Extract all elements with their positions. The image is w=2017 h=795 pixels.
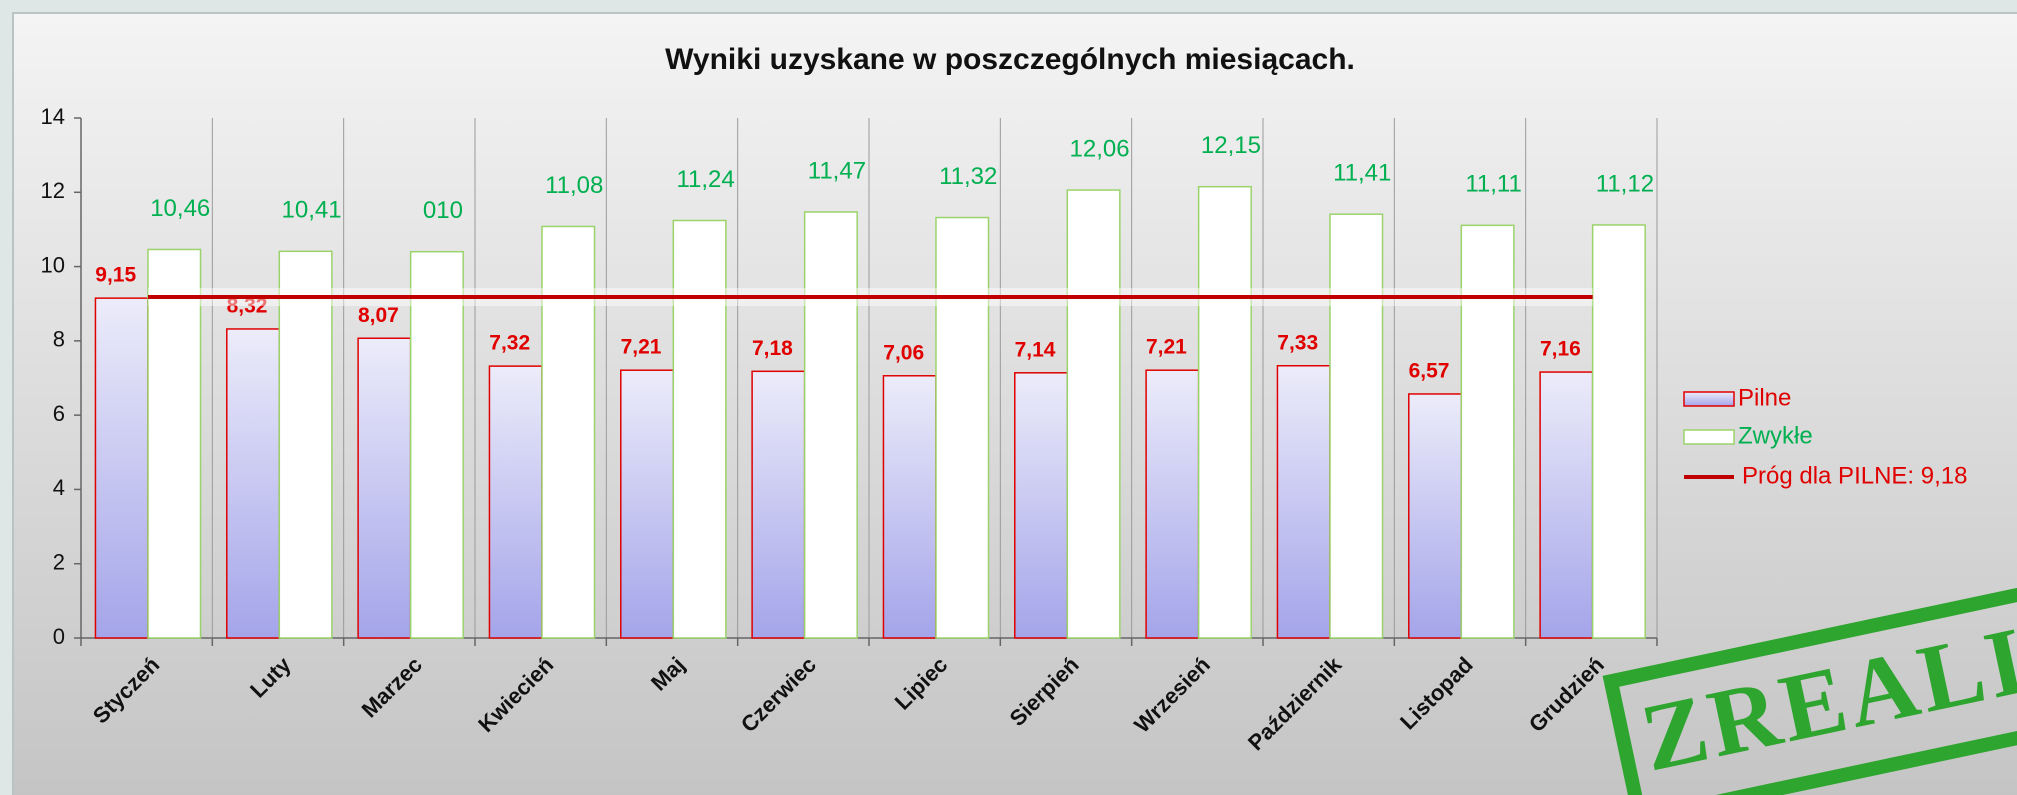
value-label: 11,41 — [1333, 160, 1391, 187]
y-tick-label: 6 — [53, 401, 65, 426]
bar — [1460, 224, 1515, 639]
y-tick-label: 2 — [53, 550, 65, 575]
value-label: 7,16 — [1540, 338, 1581, 361]
value-label: 11,08 — [545, 172, 603, 199]
y-tick-label: 14 — [41, 104, 65, 129]
bar — [882, 375, 937, 639]
value-label: 7,18 — [752, 337, 793, 360]
value-label: 7,33 — [1277, 331, 1318, 354]
legend-label: Próg dla PILNE: 9,18 — [1742, 462, 1967, 489]
value-label: 11,12 — [1596, 170, 1654, 197]
bar — [1197, 185, 1252, 639]
bar — [620, 369, 675, 639]
bar — [94, 297, 149, 639]
bar — [1066, 189, 1121, 639]
y-tick-label: 8 — [53, 327, 65, 352]
value-label: 8,07 — [358, 304, 399, 327]
y-tick-label: 10 — [41, 252, 65, 277]
y-tick-label: 0 — [53, 624, 65, 649]
value-label: 7,32 — [489, 332, 530, 355]
legend-swatch — [1683, 429, 1735, 445]
bar — [751, 370, 806, 639]
value-label: 7,21 — [621, 336, 662, 359]
y-tick-label: 12 — [41, 178, 65, 203]
legend-label: Zwykłe — [1738, 422, 1813, 449]
bar — [1408, 393, 1463, 639]
legend-label: Pilne — [1738, 384, 1791, 411]
y-tick-label: 4 — [53, 475, 65, 500]
value-label: 7,14 — [1015, 338, 1056, 361]
value-label: 8,32 — [227, 295, 268, 318]
stamp-border — [1602, 564, 2017, 795]
bar — [278, 250, 333, 639]
bar — [147, 248, 202, 639]
value-label: 11,32 — [939, 163, 997, 190]
value-label: 010 — [423, 197, 463, 224]
value-label: 10,41 — [282, 197, 342, 224]
bar — [935, 216, 990, 639]
value-label: 12,15 — [1201, 132, 1261, 159]
bar — [803, 211, 858, 639]
value-label: 12,06 — [1070, 135, 1130, 162]
bar — [1329, 213, 1384, 639]
bar — [1276, 364, 1331, 639]
value-label: 6,57 — [1409, 360, 1450, 383]
value-label: 11,47 — [808, 157, 866, 184]
bar — [672, 219, 727, 639]
bar — [1014, 372, 1069, 639]
bar — [1591, 224, 1646, 639]
bar — [1539, 371, 1594, 639]
value-label: 11,24 — [676, 166, 734, 193]
value-label: 11,11 — [1465, 171, 1522, 198]
bar — [488, 365, 543, 639]
value-label: 9,15 — [95, 264, 136, 287]
bar — [226, 328, 281, 639]
bar — [409, 250, 464, 639]
chart-title: Wyniki uzyskane w poszczególnych miesiąc… — [665, 43, 1355, 76]
value-label: 7,06 — [883, 341, 924, 364]
value-label: 10,46 — [150, 195, 210, 222]
value-label: 7,21 — [1146, 336, 1187, 359]
bar — [1145, 369, 1200, 639]
bar — [357, 337, 412, 639]
legend-swatch — [1683, 391, 1735, 407]
